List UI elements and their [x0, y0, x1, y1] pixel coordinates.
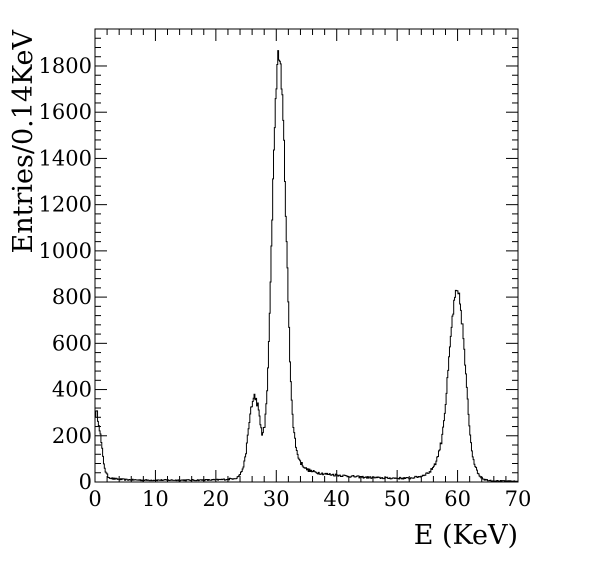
- y-tick-label: 800: [52, 285, 92, 309]
- y-tick-label: 600: [52, 331, 92, 355]
- y-tick-label: 1000: [39, 239, 92, 263]
- y-axis-title: Entries/0.14KeV: [8, 30, 39, 254]
- x-tick-label: 40: [323, 487, 350, 511]
- y-axis-ticks: 0 200 400 600 800 1000 1200 1400 1600 1800: [39, 28, 518, 494]
- x-tick-label: 20: [202, 487, 229, 511]
- y-tick-label: 1400: [39, 146, 92, 170]
- y-tick-label: 1600: [39, 100, 92, 124]
- x-tick-label: 70: [505, 487, 532, 511]
- x-axis-ticks: 0 10 20 30 40 50 60 70: [88, 29, 531, 511]
- y-tick-label: 1800: [39, 54, 92, 78]
- plot-frame: [94, 28, 519, 483]
- y-tick-label: 0: [79, 470, 92, 494]
- x-tick-label: 0: [88, 487, 101, 511]
- x-axis-title: E (KeV): [414, 520, 518, 551]
- x-tick-label: 10: [142, 487, 169, 511]
- y-tick-label: 400: [52, 378, 92, 402]
- y-tick-label: 1200: [39, 193, 92, 217]
- x-tick-label: 30: [263, 487, 290, 511]
- y-tick-label: 200: [52, 424, 92, 448]
- x-tick-label: 50: [384, 487, 411, 511]
- histogram-line: [94, 50, 518, 482]
- x-tick-label: 60: [444, 487, 471, 511]
